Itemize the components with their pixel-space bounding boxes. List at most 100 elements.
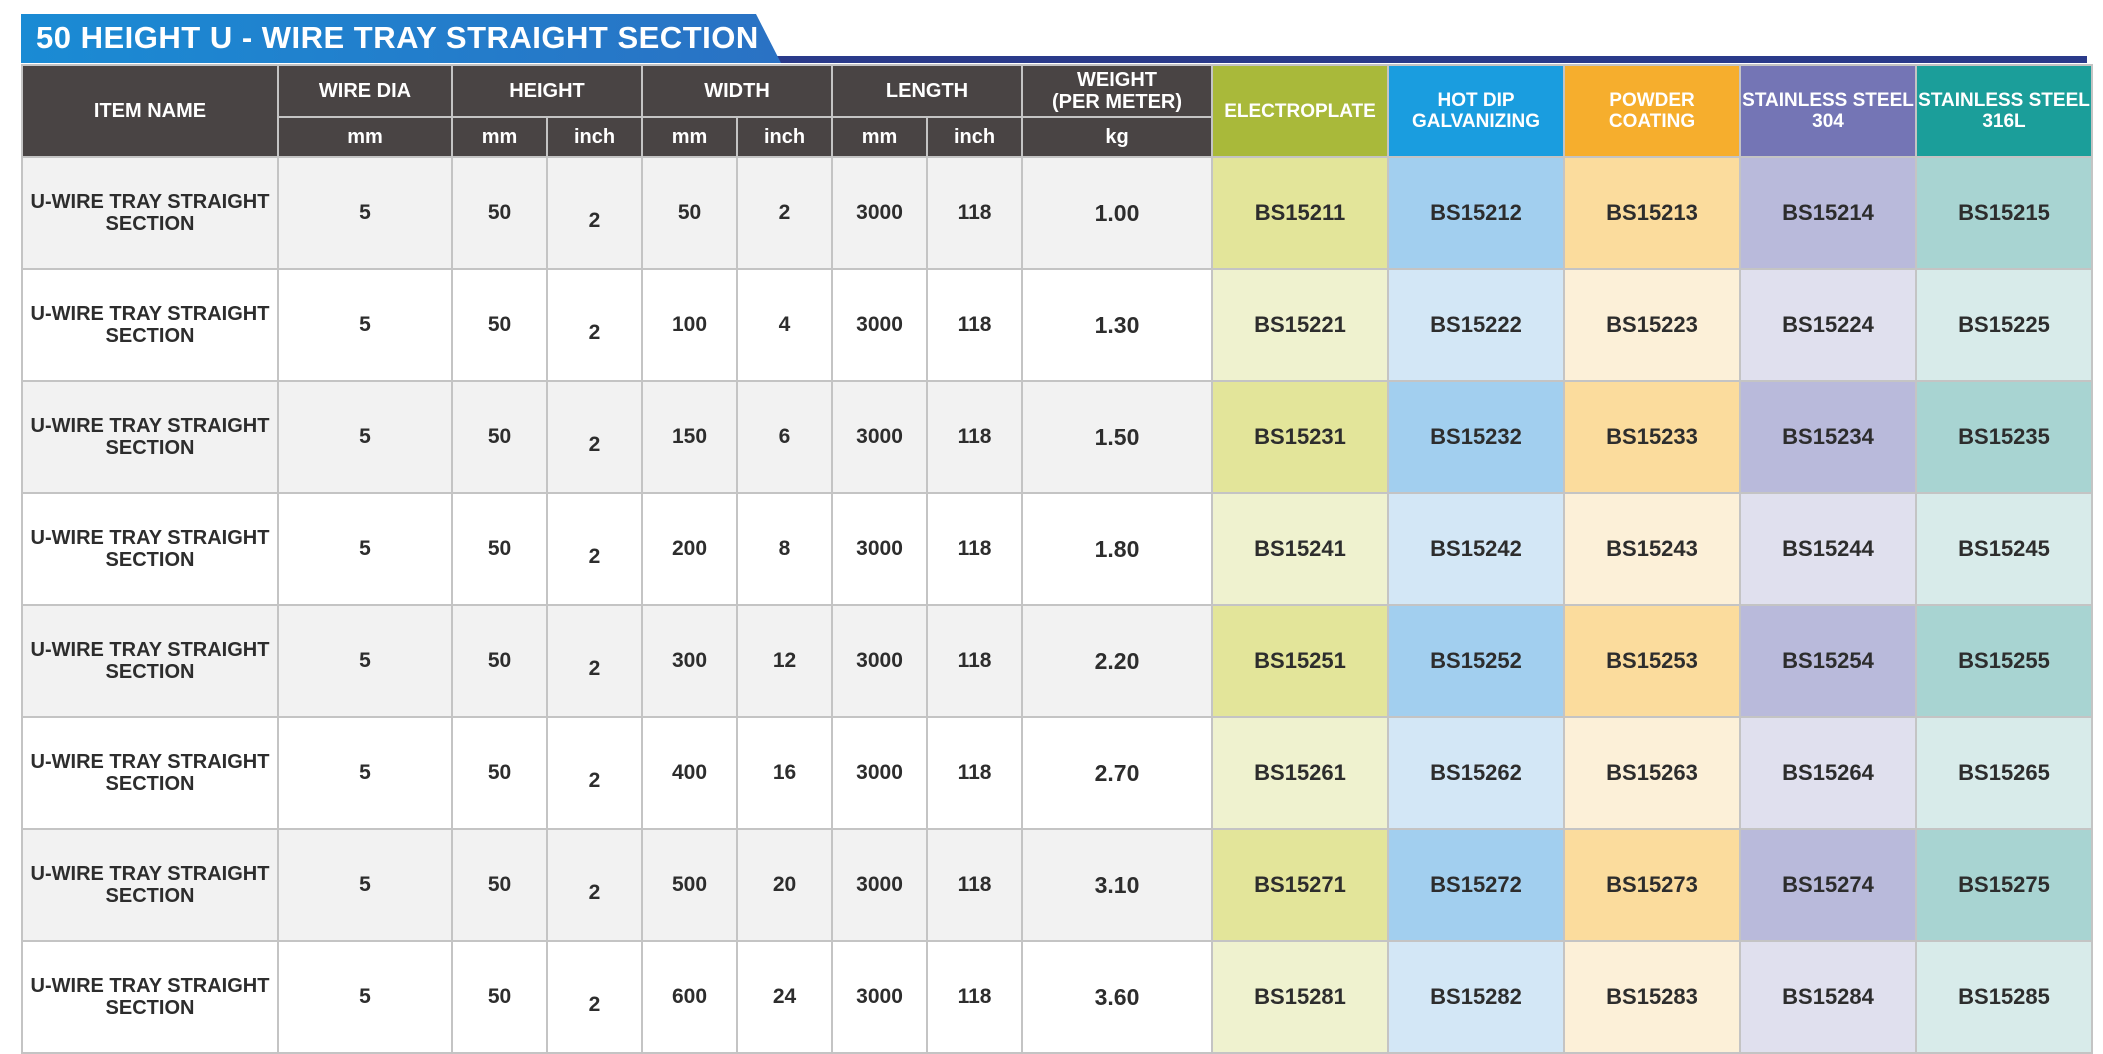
cell-stainless-304-code: BS15224 [1739, 268, 1918, 382]
cell-height-mm: 50 [451, 604, 548, 718]
cell-height-mm: 50 [451, 828, 548, 942]
cell-length-mm: 3000 [831, 604, 929, 718]
unit-width-mm: mm [641, 116, 738, 158]
table-row: U-WIRE TRAY STRAIGHT SECTION 5 50 2 400 16 300… [21, 716, 2094, 830]
cell-width-mm: 400 [641, 716, 738, 830]
cell-stainless-304-code: BS15284 [1739, 940, 1918, 1054]
title-banner: 50 HEIGHT U - WIRE TRAY STRAIGHT SECTION [21, 14, 2087, 64]
cell-stainless-316l-code: BS15275 [1915, 828, 2094, 942]
col-header-wire-dia: WIRE DIA [277, 64, 453, 118]
cell-stainless-316l-code: BS15285 [1915, 940, 2094, 1054]
cell-electroplate-code: BS15231 [1211, 380, 1390, 494]
cell-width-inch: 2 [735, 156, 834, 270]
cell-height-inch: 2 [546, 604, 643, 718]
cell-length-mm: 3000 [831, 716, 929, 830]
col-header-stainless-304: STAINLESS STEEL 304 [1739, 64, 1918, 158]
cell-weight: 2.20 [1021, 604, 1214, 718]
cell-item-name: U-WIRE TRAY STRAIGHT SECTION [21, 604, 279, 718]
cell-height-mm: 50 [451, 940, 548, 1054]
cell-weight: 1.30 [1021, 268, 1214, 382]
cell-electroplate-code: BS15261 [1211, 716, 1390, 830]
table-row: U-WIRE TRAY STRAIGHT SECTION 5 50 2 100 4 3000… [21, 268, 2094, 382]
cell-stainless-304-code: BS15244 [1739, 492, 1918, 606]
cell-item-name: U-WIRE TRAY STRAIGHT SECTION [21, 156, 279, 270]
cell-electroplate-code: BS15251 [1211, 604, 1390, 718]
cell-item-name: U-WIRE TRAY STRAIGHT SECTION [21, 380, 279, 494]
table-row: U-WIRE TRAY STRAIGHT SECTION 5 50 2 150 6 3000… [21, 380, 2094, 494]
cell-stainless-304-code: BS15254 [1739, 604, 1918, 718]
cell-wire-dia: 5 [277, 716, 453, 830]
table-row: U-WIRE TRAY STRAIGHT SECTION 5 50 2 200 8 3000… [21, 492, 2094, 606]
cell-powder-coating-code: BS15263 [1563, 716, 1742, 830]
col-header-powder-coating: POWDER COATING [1563, 64, 1742, 158]
cell-height-mm: 50 [451, 380, 548, 494]
cell-stainless-304-code: BS15234 [1739, 380, 1918, 494]
title-tab [21, 14, 781, 63]
table-row: U-WIRE TRAY STRAIGHT SECTION 5 50 2 50 2 3000 1… [21, 156, 2094, 270]
cell-powder-coating-code: BS15273 [1563, 828, 1742, 942]
col-header-weight: WEIGHT (PER METER) [1021, 64, 1214, 118]
cell-length-mm: 3000 [831, 268, 929, 382]
cell-length-mm: 3000 [831, 828, 929, 942]
cell-stainless-316l-code: BS15235 [1915, 380, 2094, 494]
cell-length-inch: 118 [926, 492, 1024, 606]
cell-hot-dip-code: BS15282 [1387, 940, 1566, 1054]
col-header-height: HEIGHT [451, 64, 643, 118]
cell-height-mm: 50 [451, 268, 548, 382]
cell-weight: 2.70 [1021, 716, 1214, 830]
cell-length-mm: 3000 [831, 940, 929, 1054]
col-header-item-name: ITEM NAME [21, 64, 279, 158]
cell-weight: 3.60 [1021, 940, 1214, 1054]
cell-powder-coating-code: BS15233 [1563, 380, 1742, 494]
cell-item-name: U-WIRE TRAY STRAIGHT SECTION [21, 716, 279, 830]
cell-stainless-316l-code: BS15215 [1915, 156, 2094, 270]
title-underline [21, 56, 2087, 63]
cell-height-inch: 2 [546, 380, 643, 494]
cell-electroplate-code: BS15221 [1211, 268, 1390, 382]
table-row: U-WIRE TRAY STRAIGHT SECTION 5 50 2 300 12 300… [21, 604, 2094, 718]
cell-stainless-316l-code: BS15255 [1915, 604, 2094, 718]
cell-length-inch: 118 [926, 604, 1024, 718]
cell-powder-coating-code: BS15283 [1563, 940, 1742, 1054]
cell-height-inch: 2 [546, 940, 643, 1054]
col-header-electroplate: ELECTROPLATE [1211, 64, 1390, 158]
cell-item-name: U-WIRE TRAY STRAIGHT SECTION [21, 268, 279, 382]
cell-wire-dia: 5 [277, 380, 453, 494]
cell-stainless-304-code: BS15274 [1739, 828, 1918, 942]
cell-powder-coating-code: BS15243 [1563, 492, 1742, 606]
cell-wire-dia: 5 [277, 940, 453, 1054]
cell-electroplate-code: BS15211 [1211, 156, 1390, 270]
cell-powder-coating-code: BS15213 [1563, 156, 1742, 270]
unit-length-mm: mm [831, 116, 929, 158]
cell-wire-dia: 5 [277, 604, 453, 718]
cell-length-mm: 3000 [831, 492, 929, 606]
cell-length-mm: 3000 [831, 380, 929, 494]
cell-height-inch: 2 [546, 156, 643, 270]
cell-wire-dia: 5 [277, 268, 453, 382]
cell-item-name: U-WIRE TRAY STRAIGHT SECTION [21, 940, 279, 1054]
cell-length-inch: 118 [926, 268, 1024, 382]
cell-width-inch: 12 [735, 604, 834, 718]
cell-stainless-316l-code: BS15265 [1915, 716, 2094, 830]
cell-width-inch: 6 [735, 380, 834, 494]
cell-width-mm: 50 [641, 156, 738, 270]
table-row: U-WIRE TRAY STRAIGHT SECTION 5 50 2 600 24 300… [21, 940, 2094, 1054]
cell-item-name: U-WIRE TRAY STRAIGHT SECTION [21, 492, 279, 606]
cell-electroplate-code: BS15281 [1211, 940, 1390, 1054]
cell-hot-dip-code: BS15222 [1387, 268, 1566, 382]
unit-height-inch: inch [546, 116, 643, 158]
cell-length-inch: 118 [926, 156, 1024, 270]
col-header-width: WIDTH [640, 64, 834, 118]
cell-width-inch: 16 [735, 716, 834, 830]
cell-electroplate-code: BS15271 [1211, 828, 1390, 942]
unit-width-inch: inch [735, 116, 834, 158]
cell-height-mm: 50 [451, 492, 548, 606]
table-row: U-WIRE TRAY STRAIGHT SECTION 5 50 2 500 20 300… [21, 828, 2094, 942]
cell-length-mm: 3000 [831, 156, 929, 270]
cell-item-name: U-WIRE TRAY STRAIGHT SECTION [21, 828, 279, 942]
unit-length-inch: inch [926, 116, 1024, 158]
cell-stainless-316l-code: BS15245 [1915, 492, 2094, 606]
cell-wire-dia: 5 [277, 156, 453, 270]
cell-powder-coating-code: BS15223 [1563, 268, 1742, 382]
cell-hot-dip-code: BS15252 [1387, 604, 1566, 718]
